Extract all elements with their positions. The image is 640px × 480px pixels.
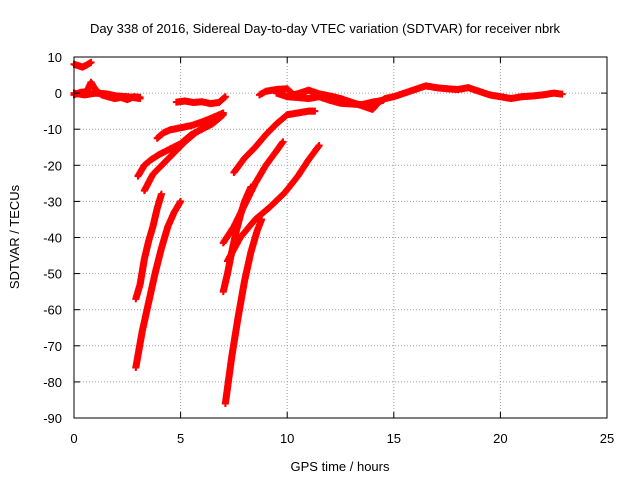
y-tick-label: -30 [43, 194, 62, 209]
x-axis-label: GPS time / hours [291, 459, 390, 474]
series-arc-8 [132, 197, 185, 371]
y-tick-label: -80 [43, 375, 62, 390]
data-point [157, 190, 165, 198]
series-arc-7 [132, 190, 165, 303]
y-tick-label: 10 [48, 50, 62, 65]
tick-labels: 0 5 10 15 20 25 10 0 -10 -20 -30 -40 -50 -60 -70 -80 -90 [43, 50, 614, 446]
y-tick-label: -10 [43, 122, 62, 137]
data-point [379, 96, 387, 104]
data-point [315, 141, 323, 149]
series-arc-15 [273, 89, 387, 109]
data-point [221, 93, 229, 101]
data-series-layer [70, 58, 566, 408]
series-arc-13 [230, 107, 319, 177]
series-arc-16 [70, 89, 144, 103]
y-tick-label: 0 [55, 86, 62, 101]
series-arc-11 [219, 138, 287, 247]
x-tick-label: 15 [387, 431, 401, 446]
y-tick-label: -50 [43, 267, 62, 282]
data-point [279, 138, 287, 146]
series-arc-3 [172, 93, 229, 108]
data-point [215, 114, 223, 122]
x-tick-label: 0 [70, 431, 77, 446]
series-arc-12 [224, 141, 323, 265]
series-arc-6 [140, 114, 223, 195]
data-point [87, 58, 95, 66]
y-tick-label: -20 [43, 158, 62, 173]
y-axis-label: SDTVAR / TECUs [7, 184, 22, 289]
series-arc-9 [221, 215, 266, 408]
grid-lines [74, 57, 607, 418]
x-tick-label: 20 [493, 431, 507, 446]
x-tick-label: 25 [600, 431, 614, 446]
y-tick-label: -70 [43, 339, 62, 354]
y-tick-label: -90 [43, 411, 62, 426]
data-point [219, 111, 227, 119]
data-point [558, 90, 566, 98]
chart-title: Day 338 of 2016, Sidereal Day-to-day VTE… [90, 21, 561, 36]
x-tick-label: 5 [177, 431, 184, 446]
data-point [311, 107, 319, 115]
x-tick-label: 10 [280, 431, 294, 446]
y-tick-label: -40 [43, 231, 62, 246]
axis-ticks [73, 56, 608, 419]
data-point [136, 95, 144, 103]
data-point [177, 197, 185, 205]
y-tick-label: -60 [43, 303, 62, 318]
